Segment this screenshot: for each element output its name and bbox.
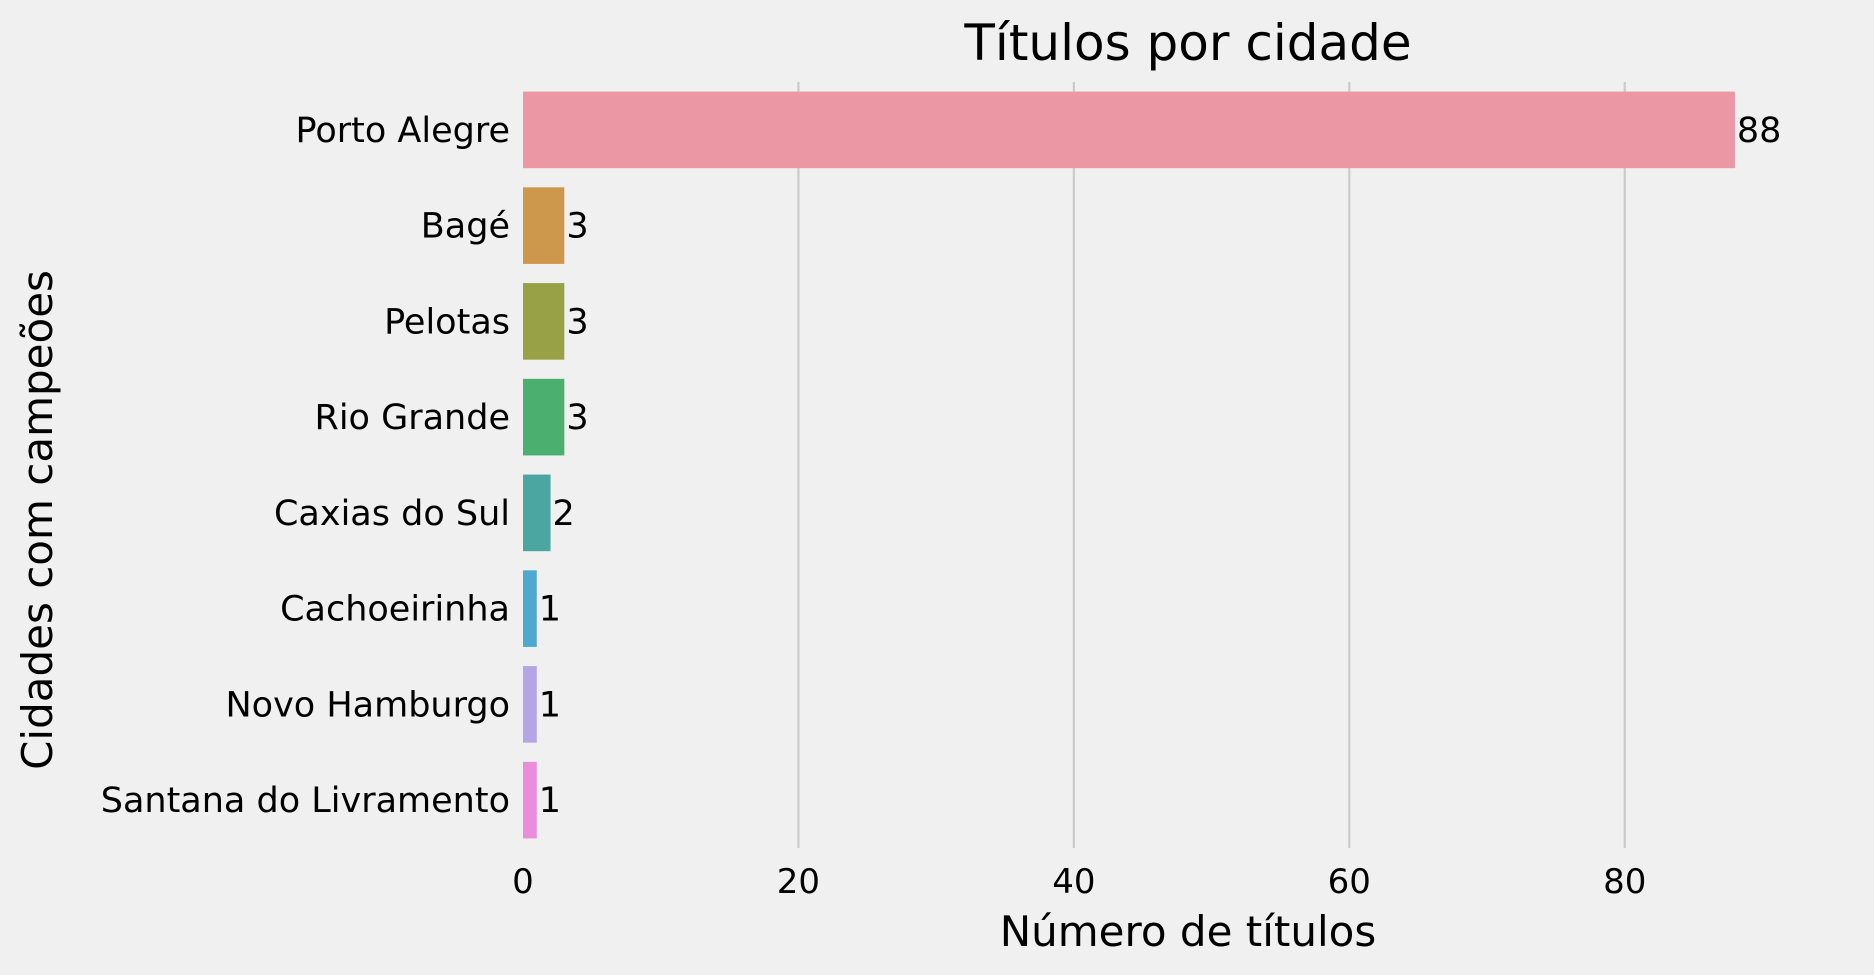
bar	[523, 187, 565, 264]
bars	[523, 91, 1735, 839]
bar	[523, 570, 537, 647]
category-label: Novo Hamburgo	[225, 685, 510, 725]
bar	[523, 474, 551, 552]
x-axis-label: Número de títulos	[1000, 907, 1377, 956]
category-label: Porto Alegre	[296, 111, 511, 151]
value-labels: 88 3 3 3 2 1 1 1	[539, 111, 1782, 821]
x-tick-label: 40	[1052, 862, 1095, 902]
bar-value-label: 88	[1737, 111, 1782, 151]
bar	[523, 91, 1735, 169]
bar-value-label: 2	[553, 494, 575, 534]
category-label: Santana do Livramento	[101, 781, 510, 821]
bar-value-label: 1	[539, 685, 561, 725]
bar	[523, 761, 537, 839]
category-label: Caxias do Sul	[274, 494, 510, 534]
category-label: Cachoeirinha	[280, 590, 510, 630]
category-label: Bagé	[421, 207, 510, 247]
x-tick-labels: 0 20 40 60 80	[512, 862, 1646, 902]
gridlines	[797, 82, 1626, 848]
bar-value-label: 3	[566, 302, 588, 342]
bar	[523, 283, 565, 360]
x-tick-label: 60	[1328, 862, 1371, 902]
bar-value-label: 3	[566, 207, 588, 247]
bar-value-label: 3	[566, 398, 588, 438]
bar-value-label: 1	[539, 590, 561, 630]
bar-value-label: 1	[539, 781, 561, 821]
category-label: Rio Grande	[315, 398, 510, 438]
bar	[523, 378, 565, 456]
category-label: Pelotas	[384, 302, 510, 342]
y-axis-label: Cidades com campeões	[13, 270, 62, 770]
bar	[523, 666, 537, 743]
x-tick-label: 80	[1603, 862, 1646, 902]
chart-title: Títulos por cidade	[963, 14, 1411, 72]
x-tick-label: 0	[512, 862, 534, 902]
x-tick-label: 20	[777, 862, 820, 902]
category-labels: Porto Alegre Bagé Pelotas Rio Grande Caxias …	[101, 111, 510, 821]
